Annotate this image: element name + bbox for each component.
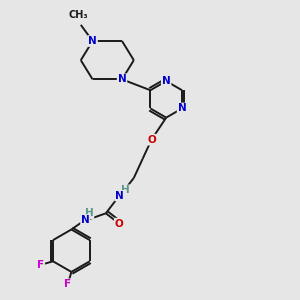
Text: N: N: [162, 76, 171, 86]
Text: O: O: [115, 219, 124, 229]
Text: N: N: [178, 103, 186, 113]
Text: N: N: [88, 36, 97, 46]
Text: F: F: [37, 260, 44, 270]
Text: N: N: [81, 215, 90, 225]
Text: N: N: [115, 190, 124, 201]
Text: H: H: [122, 185, 130, 195]
Text: CH₃: CH₃: [68, 10, 88, 20]
Text: O: O: [147, 135, 156, 145]
Text: N: N: [118, 74, 126, 84]
Text: H: H: [85, 208, 93, 218]
Text: F: F: [64, 279, 71, 289]
